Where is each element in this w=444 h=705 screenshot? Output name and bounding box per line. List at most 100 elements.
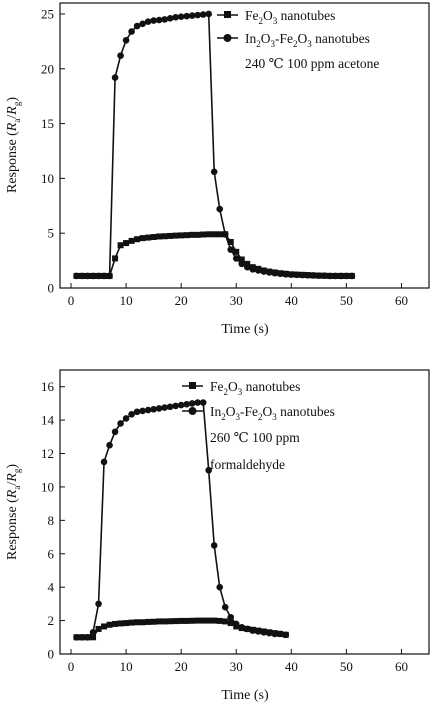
- legend-entry-fe2o3: Fe2O3 nanotubes: [210, 379, 300, 397]
- data-point-fe2o3: [167, 232, 174, 239]
- data-point-in2o3-fe2o3: [271, 630, 279, 638]
- data-point-in2o3-fe2o3: [183, 400, 190, 408]
- y-tick-label: 14: [41, 413, 55, 428]
- data-point-in2o3-fe2o3: [139, 407, 146, 415]
- legend-entry-in2o3-fe2o3: In2O3-Fe2O3 nanotubes: [245, 31, 370, 49]
- data-point-fe2o3: [200, 617, 207, 624]
- data-point-in2o3-fe2o3: [133, 22, 141, 30]
- data-point-in2o3-fe2o3: [111, 74, 119, 81]
- data-point-in2o3-fe2o3: [310, 272, 317, 279]
- y-tick-label: 15: [41, 116, 54, 131]
- data-point-in2o3-fe2o3: [117, 52, 124, 59]
- data-point-fe2o3: [145, 234, 152, 241]
- data-point-in2o3-fe2o3: [166, 15, 174, 22]
- y-tick-label: 6: [48, 546, 55, 561]
- data-point-in2o3-fe2o3: [95, 600, 102, 608]
- data-point-fe2o3: [211, 617, 218, 624]
- data-point-in2o3-fe2o3: [282, 270, 290, 278]
- data-point-in2o3-fe2o3: [276, 630, 284, 638]
- data-point-in2o3-fe2o3: [276, 270, 284, 278]
- data-point-in2o3-fe2o3: [73, 633, 80, 641]
- data-point-in2o3-fe2o3: [161, 404, 168, 411]
- data-point-in2o3-fe2o3: [271, 269, 279, 277]
- x-tick-label: 60: [395, 659, 408, 674]
- data-point-fe2o3: [183, 617, 190, 624]
- data-point-fe2o3: [216, 617, 223, 624]
- data-point-fe2o3: [145, 618, 152, 625]
- data-point-fe2o3: [200, 231, 207, 238]
- data-point-in2o3-fe2o3: [133, 408, 141, 416]
- data-point-in2o3-fe2o3: [254, 267, 262, 274]
- data-point-in2o3-fe2o3: [238, 623, 246, 631]
- data-point-in2o3-fe2o3: [117, 420, 124, 427]
- data-point-in2o3-fe2o3: [282, 631, 290, 639]
- data-point-in2o3-fe2o3: [122, 415, 130, 422]
- annotation-conditions: 260 ℃ 100 ppm: [210, 430, 300, 445]
- data-point-in2o3-fe2o3: [122, 36, 130, 44]
- data-point-fe2o3: [227, 238, 234, 245]
- data-point-fe2o3: [238, 256, 245, 263]
- data-point-fe2o3: [150, 234, 157, 241]
- data-point-in2o3-fe2o3: [183, 12, 190, 20]
- data-point-in2o3-fe2o3: [227, 613, 235, 621]
- y-tick-label: 8: [48, 513, 55, 528]
- data-point-in2o3-fe2o3: [155, 16, 163, 24]
- data-point-in2o3-fe2o3: [111, 428, 119, 436]
- x-tick-label: 60: [395, 293, 408, 308]
- y-tick-label: 25: [41, 6, 54, 21]
- data-point-fe2o3: [161, 618, 168, 625]
- data-point-fe2o3: [112, 255, 119, 262]
- data-point-in2o3-fe2o3: [106, 441, 113, 449]
- x-axis-label: Time (s): [221, 688, 269, 703]
- data-point-in2o3-fe2o3: [144, 406, 152, 414]
- chart-panel-acetone: 0 10 20 30 40 50 60 0 5 10 15 20 25 Time (s) Respon…: [5, 2, 430, 337]
- y-axis: 0 5 10 15 20 25: [41, 6, 65, 296]
- data-point-in2o3-fe2o3: [89, 272, 97, 280]
- data-point-in2o3-fe2o3: [205, 10, 213, 18]
- data-point-in2o3-fe2o3: [166, 403, 174, 411]
- data-point-in2o3-fe2o3: [221, 603, 229, 611]
- data-point-in2o3-fe2o3: [265, 269, 273, 276]
- data-point-in2o3-fe2o3: [299, 271, 306, 279]
- data-point-in2o3-fe2o3: [216, 205, 224, 213]
- x-tick-label: 0: [68, 293, 75, 308]
- data-point-in2o3-fe2o3: [172, 402, 179, 410]
- y-tick-label: 10: [41, 171, 54, 186]
- data-point-in2o3-fe2o3: [288, 271, 295, 278]
- series-layer: [73, 10, 356, 280]
- data-point-fe2o3: [134, 236, 141, 243]
- legend: Fe2O3 nanotubes In2O3-Fe2O3 nanotubes 24…: [217, 8, 379, 71]
- data-point-fe2o3: [233, 248, 240, 255]
- data-point-in2o3-fe2o3: [205, 466, 213, 474]
- data-point-in2o3-fe2o3: [128, 410, 135, 418]
- data-point-fe2o3: [161, 233, 168, 240]
- legend-entry-fe2o3: Fe2O3 nanotubes: [245, 8, 335, 26]
- data-point-in2o3-fe2o3: [337, 272, 345, 280]
- x-tick-label: 40: [285, 293, 298, 308]
- x-axis: 0 10 20 30 40 50 60: [68, 283, 408, 308]
- data-point-in2o3-fe2o3: [78, 633, 86, 641]
- legend-marker-circle: [188, 407, 197, 415]
- x-axis: 0 10 20 30 40 50 60: [68, 649, 408, 674]
- data-point-fe2o3: [117, 620, 124, 627]
- data-point-in2o3-fe2o3: [232, 620, 240, 628]
- data-point-in2o3-fe2o3: [188, 400, 196, 407]
- data-point-fe2o3: [178, 617, 185, 624]
- legend-marker-circle: [223, 34, 232, 42]
- data-point-in2o3-fe2o3: [144, 18, 152, 25]
- data-point-fe2o3: [194, 617, 201, 624]
- legend-marker-square: [189, 382, 196, 389]
- data-point-in2o3-fe2o3: [155, 405, 163, 412]
- data-point-in2o3-fe2o3: [150, 405, 157, 413]
- data-point-in2o3-fe2o3: [150, 17, 157, 24]
- data-point-fe2o3: [139, 619, 146, 626]
- data-point-in2o3-fe2o3: [260, 268, 268, 275]
- data-point-in2o3-fe2o3: [194, 11, 201, 19]
- y-tick-label: 5: [48, 226, 55, 241]
- data-point-fe2o3: [189, 617, 196, 624]
- data-point-in2o3-fe2o3: [321, 272, 328, 280]
- data-point-in2o3-fe2o3: [73, 272, 80, 280]
- y-tick-label: 2: [48, 613, 55, 628]
- x-tick-label: 50: [340, 293, 353, 308]
